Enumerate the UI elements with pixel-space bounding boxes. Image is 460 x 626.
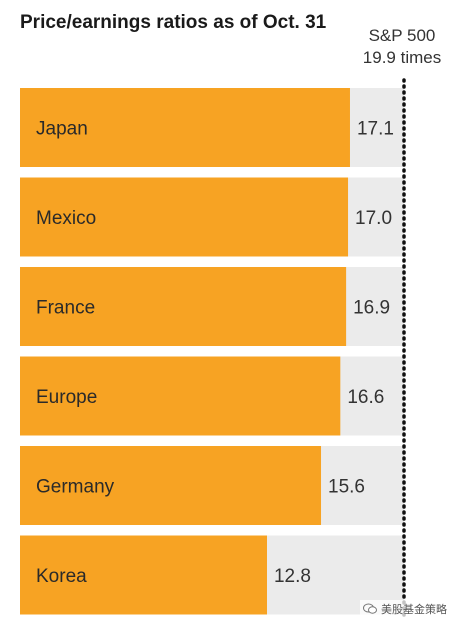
category-label: Japan (36, 119, 88, 140)
category-label: France (36, 298, 95, 319)
category-label: Mexico (36, 208, 96, 229)
chart-title: Price/earnings ratios as of Oct. 31 (20, 12, 327, 33)
value-label: 15.6 (328, 477, 365, 498)
watermark: 美股基金策略 (360, 600, 450, 618)
chat-bubble-icon (363, 603, 377, 614)
bar (20, 356, 341, 436)
category-label: Korea (36, 566, 87, 587)
bar (20, 267, 347, 346)
watermark-text: 美股基金策略 (381, 604, 447, 616)
bar (20, 535, 267, 615)
value-label: 16.9 (353, 298, 390, 319)
category-label: Europe (36, 387, 97, 408)
value-label: 12.8 (274, 566, 311, 587)
reference-label-name: S&P 500 (368, 26, 436, 45)
reference-line-label: S&P 500 19.9 times (352, 25, 452, 69)
bar (20, 177, 349, 257)
value-label: 17.0 (355, 208, 392, 229)
bar (20, 88, 350, 167)
value-label: 17.1 (357, 119, 394, 140)
category-label: Germany (36, 477, 115, 498)
value-label: 16.6 (347, 387, 384, 408)
reference-label-value: 19.9 times (362, 48, 442, 67)
bar (20, 446, 322, 525)
